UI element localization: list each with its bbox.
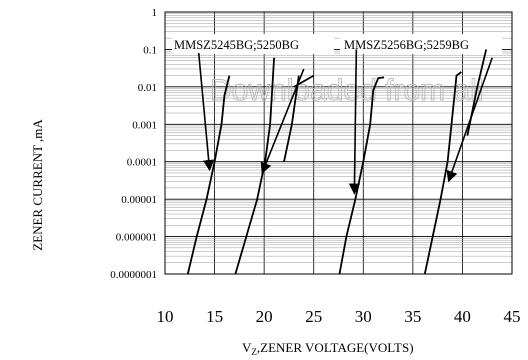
y-tick-label: 0.001 [132, 119, 157, 131]
annotation-arrow-2 [260, 68, 305, 175]
x-tick-label: 40 [454, 307, 471, 326]
x-tick-label: 35 [404, 307, 421, 326]
annotation-box-2 [340, 34, 502, 54]
x-tick-label: 10 [157, 307, 174, 326]
y-tick-label: 0.0001 [127, 157, 157, 169]
y-tick-label: 0.000001 [116, 232, 157, 244]
y-tick-labels: 1 0.1 0.01 0.001 0.0001 0.00001 0.000001 0.0000… [110, 7, 157, 281]
y-tick-label: 0.01 [138, 82, 157, 94]
annotations: MMSZ5245BG;5250BG MMSZ5256BG;5259BG [172, 34, 502, 54]
annotation-label-1: MMSZ5245BG;5250BG [174, 38, 299, 52]
annotation-arrow-3 [348, 49, 361, 195]
x-axis-label-sub: Z [251, 347, 257, 357]
y-axis-label: ZENER CURRENT ,mA [30, 119, 45, 251]
y-tick-label: 0.1 [143, 44, 157, 56]
y-tick-label: 0.0000001 [110, 269, 157, 281]
arrows [197, 49, 493, 195]
x-tick-label: 30 [355, 307, 372, 326]
annotation-arrow-4 [446, 57, 493, 183]
y-tick-label: 1 [152, 7, 158, 19]
series-curve-2 [234, 57, 275, 275]
annotation-label-2: MMSZ5256BG;5259BG [344, 38, 469, 52]
x-axis-label-rest: ,ZENER VOLTAGE(VOLTS) [257, 340, 414, 355]
x-tick-label: 15 [206, 307, 223, 326]
series-curve-1 [186, 75, 231, 275]
annotation-arrow-1 [197, 52, 215, 172]
series-curve-5 [283, 75, 300, 162]
y-tick-label: 0.00001 [121, 194, 157, 206]
series-curve-3 [338, 76, 385, 275]
x-tick-label: 20 [256, 307, 273, 326]
x-tick-label: 45 [504, 307, 521, 326]
plot-frame [164, 11, 513, 275]
series-curve-4 [423, 71, 462, 275]
x-axis-label-main: V [242, 340, 252, 355]
x-tick-label: 25 [305, 307, 322, 326]
annotation-box-1 [172, 34, 334, 54]
watermark-text: Downloaded from all [210, 74, 483, 107]
x-tick-labels: 10 15 20 25 30 35 40 45 [157, 307, 521, 326]
x-axis-label: VZ,ZENER VOLTAGE(VOLTS) [242, 340, 414, 357]
